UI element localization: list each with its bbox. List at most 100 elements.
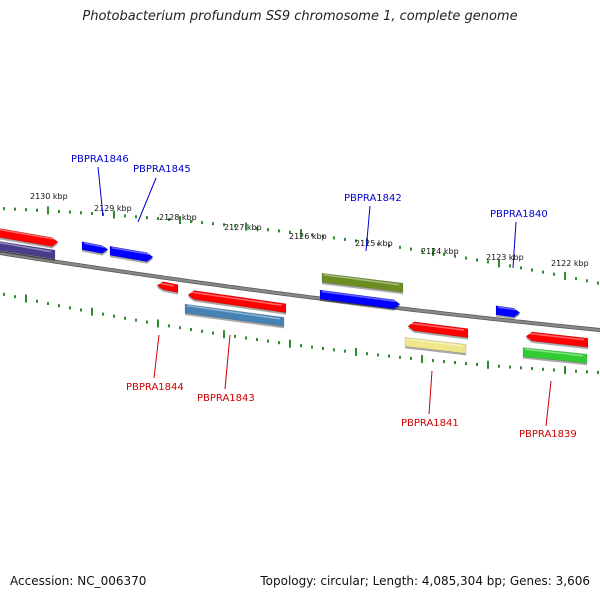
inner-scale-tick — [36, 299, 38, 303]
gene-PBPRA1841 — [407, 321, 469, 338]
inner-scale-tick — [58, 304, 60, 308]
gene-leader-bottom — [153, 334, 160, 379]
outer-scale-tick — [355, 239, 357, 243]
outer-scale-tick — [179, 216, 181, 224]
gene-PBPRA1842-highlight — [321, 290, 397, 303]
outer-scale-tick — [322, 234, 324, 238]
inner-scale-tick — [278, 341, 280, 345]
outer-scale-tick — [146, 216, 148, 220]
inner-scale-tick — [289, 339, 291, 348]
inner-scale-tick — [113, 314, 115, 318]
gene-leader-top — [512, 221, 517, 269]
gene-PBPRA1843 — [184, 303, 285, 327]
inner-scale-tick — [388, 354, 390, 358]
outer-scale-tick — [597, 281, 599, 285]
inner-scale-tick — [377, 353, 379, 357]
gene-PBPRA1840-highlight — [497, 306, 517, 311]
inner-scale-tick — [245, 336, 247, 340]
inner-scale-tick — [333, 348, 335, 352]
outer-scale-tick — [311, 233, 313, 237]
outer-scale-tick — [157, 217, 159, 221]
gene-label-top: PBPRA1845 — [133, 164, 191, 175]
gene-PBPRA1839-highlight — [524, 348, 584, 357]
scale-label: 2123 kbp — [486, 253, 524, 262]
outer-scale-tick — [47, 206, 49, 215]
genome-stats-text: Topology: circular; Length: 4,085,304 bp… — [260, 574, 590, 588]
gene-leader-top — [137, 177, 157, 223]
gene-label-top: PBPRA1846 — [71, 154, 129, 165]
inner-scale-tick — [443, 360, 445, 364]
inner-scale-tick — [234, 334, 236, 338]
inner-scale-tick — [190, 327, 192, 331]
scale-label: 2130 kbp — [30, 192, 68, 201]
outer-scale-tick — [135, 215, 137, 219]
outer-scale-tick — [267, 228, 269, 232]
inner-scale-tick — [344, 349, 346, 353]
outer-scale-tick — [443, 252, 445, 256]
outer-scale-tick — [520, 266, 522, 270]
outer-scale-tick — [25, 208, 27, 212]
outer-scale-tick — [476, 258, 478, 262]
gene-PBPRA1845-highlight — [111, 247, 150, 255]
inner-scale-tick — [135, 318, 137, 322]
outer-scale-tick — [465, 256, 467, 260]
inner-scale-tick — [124, 316, 126, 320]
inner-scale-tick — [520, 366, 522, 370]
outer-scale-tick — [212, 222, 214, 226]
outer-scale-tick — [168, 218, 170, 222]
scale-label: 2124 kbp — [421, 247, 459, 256]
gene-red-highlight — [0, 228, 55, 240]
gene-olive — [321, 272, 404, 293]
outer-scale-tick — [36, 208, 38, 212]
scale-label: 2126 kbp — [289, 232, 327, 241]
outer-scale-tick — [278, 229, 280, 233]
genome-backbone-shadow — [0, 250, 600, 333]
outer-scale-tick — [69, 210, 71, 214]
outer-scale-tick — [344, 237, 346, 241]
inner-scale-tick — [355, 347, 357, 356]
inner-scale-tick — [366, 352, 368, 356]
inner-scale-tick — [421, 354, 423, 363]
inner-scale-tick — [487, 360, 489, 369]
inner-scale-tick — [267, 339, 269, 343]
gene-red-small — [156, 281, 179, 293]
gene-label-bottom: PBPRA1839 — [519, 429, 577, 440]
inner-scale-tick — [146, 320, 148, 324]
scale-label: 2125 kbp — [355, 239, 393, 248]
gene-label-bottom: PBPRA1843 — [197, 393, 255, 404]
inner-scale-tick — [102, 312, 104, 316]
gene-PBPRA1846-highlight — [83, 242, 105, 248]
outer-scale-tick — [564, 271, 566, 280]
inner-scale-tick — [531, 367, 533, 371]
outer-scale-tick — [498, 259, 500, 268]
outer-scale-tick — [421, 249, 423, 253]
inner-scale-tick — [553, 368, 555, 372]
gene-PBPRA1845 — [109, 245, 154, 262]
outer-scale-tick — [124, 214, 126, 218]
scale-label: 2129 kbp — [94, 204, 132, 213]
inner-scale-tick — [47, 302, 49, 305]
gene-navy — [0, 241, 56, 260]
inner-scale-tick — [597, 370, 599, 374]
genome-backbone — [0, 251, 600, 332]
gene-olive-highlight — [323, 274, 400, 286]
gene-navy-highlight — [0, 241, 52, 253]
inner-scale-tick — [498, 364, 500, 368]
scale-label: 2127 kbp — [224, 223, 262, 232]
gene-leader-top — [365, 205, 371, 252]
outer-scale-tick — [586, 279, 588, 283]
inner-scale-tick — [25, 294, 27, 303]
gene-label-top: PBPRA1842 — [344, 193, 402, 204]
outer-scale-tick — [388, 244, 390, 248]
outer-scale-tick — [113, 210, 115, 219]
inner-scale-tick — [432, 359, 434, 363]
inner-scale-tick — [179, 326, 181, 330]
gene-red-long — [187, 290, 287, 314]
outer-scale-tick — [509, 264, 511, 268]
outer-scale-tick — [14, 207, 16, 211]
outer-scale-tick — [410, 247, 412, 251]
outer-scale-tick — [531, 268, 533, 272]
gene-red-small-highlight — [158, 282, 175, 287]
gene-PBPRA1846 — [81, 241, 109, 254]
